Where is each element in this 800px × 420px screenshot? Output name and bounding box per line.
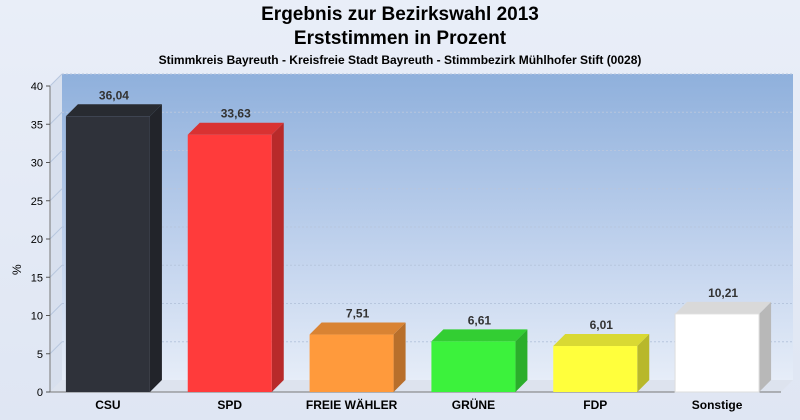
bar-value-label: 6,61: [468, 313, 492, 327]
x-tick-label: CSU: [95, 398, 120, 412]
bar-fdp: 6,01: [553, 318, 650, 392]
grid-line-side: [49, 73, 63, 87]
bar-top: [675, 301, 772, 314]
bar-side: [515, 329, 528, 392]
bar-value-label: 7,51: [346, 307, 370, 321]
grid-line-side: [49, 303, 63, 316]
bar-side: [637, 334, 650, 392]
bar-value-label: 36,04: [99, 88, 129, 102]
bar-front: [187, 134, 272, 392]
grid-line-side: [49, 111, 63, 125]
bar-value-label: 33,63: [221, 107, 251, 121]
bar-side: [759, 301, 772, 392]
bar-top: [187, 122, 284, 135]
bar-freie-wähler: 7,51: [309, 307, 406, 392]
y-tick-label: 10: [31, 311, 43, 323]
y-tick-label: 0: [37, 387, 43, 399]
bar-side: [149, 104, 162, 392]
x-tick-label: SPD: [217, 398, 242, 412]
bar-side: [271, 122, 284, 392]
grid-lines: [49, 73, 793, 355]
y-tick-label: 5: [37, 349, 43, 361]
bar-front: [553, 346, 638, 392]
bars: 36,04 33,63 7,51 6,61 6,01 10,21: [65, 88, 772, 393]
y-axis-label: %: [10, 264, 24, 275]
grid-line-side: [49, 264, 63, 278]
bar-top: [65, 104, 162, 117]
x-tick-label: FDP: [583, 398, 607, 412]
bar-top: [431, 329, 528, 342]
bar-value-label: 10,21: [708, 286, 738, 300]
bar-value-label: 6,01: [590, 318, 614, 332]
bar-side: [393, 322, 406, 392]
bar-front: [431, 341, 516, 392]
grid-line-side: [49, 341, 63, 355]
bar-csu: 36,04: [65, 88, 162, 392]
y-tick-label: 15: [31, 272, 43, 284]
chart-subtitle-district: Stimmkreis Bayreuth - Kreisfreie Stadt B…: [158, 53, 642, 67]
y-tick-label: 40: [31, 81, 43, 93]
bar-top: [309, 322, 406, 335]
bar-sonstige: 10,21: [674, 286, 772, 393]
grid-line-side: [49, 226, 63, 240]
bar-front: [674, 313, 760, 393]
x-tick-label: Sonstige: [692, 398, 743, 412]
chart-subtitle: Erststimmen in Prozent: [293, 28, 507, 49]
x-tick-label: FREIE WÄHLER: [306, 397, 398, 412]
bar-spd: 33,63: [187, 107, 284, 392]
x-tick-label: GRÜNE: [452, 397, 495, 412]
bar-grüne: 6,61: [431, 313, 528, 392]
bar-top: [553, 334, 650, 347]
y-axis: 0 5 10 15 20 25 30 35 40%: [10, 81, 51, 399]
grid-line-side: [49, 188, 63, 202]
y-tick-label: 20: [31, 234, 43, 246]
bar-front: [309, 334, 394, 392]
y-tick-label: 35: [31, 119, 43, 131]
grid-line-side: [49, 150, 63, 163]
y-tick-label: 30: [31, 158, 43, 170]
bar-front: [65, 116, 150, 392]
y-tick-label: 25: [31, 196, 43, 208]
chart-title: Ergebnis zur Bezirkswahl 2013: [261, 4, 539, 25]
x-axis-labels: CSU SPD FREIE WÄHLER GRÜNE FDP Sonstige: [95, 397, 743, 412]
